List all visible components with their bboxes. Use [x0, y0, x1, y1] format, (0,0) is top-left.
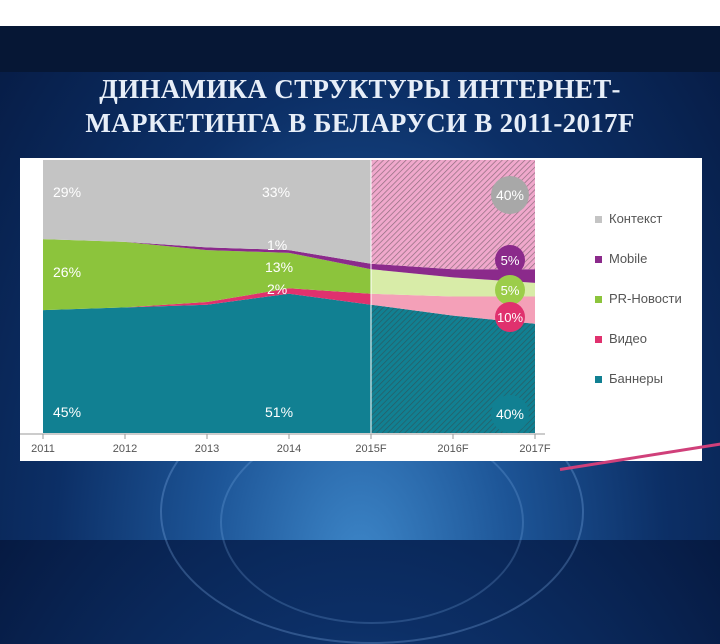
area-контекст: [43, 160, 371, 264]
legend-label-pr-новости: PR-Новости: [609, 291, 682, 306]
x-tick-label-2011: 2011: [31, 443, 55, 455]
data-label-mobile-2014: 1%: [267, 237, 287, 253]
legend-label-видео: Видео: [609, 331, 647, 346]
title-band: [0, 26, 720, 72]
area-баннеры: [43, 293, 371, 433]
data-label-mobile-2017f: 5%: [501, 253, 520, 268]
data-label-контекст-2014: 33%: [262, 184, 290, 200]
forecast-area-pr-новости: [371, 269, 535, 297]
data-label-баннеры-2011: 45%: [53, 404, 81, 420]
legend-label-mobile: Mobile: [609, 251, 647, 266]
slide-title: ДИНАМИКА СТРУКТУРЫ ИНТЕРНЕТ- МАРКЕТИНГА …: [0, 72, 720, 140]
bubble-видео: [495, 302, 525, 332]
legend-swatch-pr-новости: [595, 296, 602, 303]
legend-swatch-видео: [595, 336, 602, 343]
forecast-area-видео: [371, 293, 535, 324]
legend-swatch-mobile: [595, 256, 602, 263]
legend-label-баннеры: Баннеры: [609, 371, 663, 386]
legend-swatch-баннеры: [595, 376, 602, 383]
area-mobile: [43, 239, 371, 270]
data-label-pr-новости-2017f: 5%: [501, 283, 520, 298]
data-label-баннеры-2017f: 40%: [496, 406, 524, 422]
data-label-контекст-2017f: 40%: [496, 187, 524, 203]
top-band: [0, 0, 720, 26]
data-label-видео-2014: 2%: [267, 281, 287, 297]
bubble-баннеры: [491, 395, 529, 433]
slide-title-line2: МАРКЕТИНГА В БЕЛАРУСИ В 2011-2017F: [85, 108, 635, 138]
x-tick-label-2015f: 2015F: [355, 443, 386, 455]
x-tick-label-2017f: 2017F: [519, 443, 550, 455]
data-label-баннеры-2014: 51%: [265, 404, 293, 420]
x-axis-band: [20, 433, 545, 461]
bubble-контекст: [491, 176, 529, 214]
x-tick-label-2012: 2012: [113, 443, 137, 455]
legend-label-контекст: Контекст: [609, 211, 662, 226]
x-tick-label-2014: 2014: [277, 443, 301, 455]
legend-swatch-контекст: [595, 216, 602, 223]
forecast-area-mobile: [371, 263, 535, 283]
area-pr-новости: [43, 239, 371, 311]
bubble-mobile: [495, 245, 525, 275]
data-label-видео-2017f: 10%: [497, 310, 523, 325]
area-chart: 29% 26% 45% 33% 1% 13% 2% 51% 40% 5% 5% 10% 40% 2011…: [20, 160, 682, 461]
area-видео: [43, 288, 371, 311]
x-tick-label-2016f: 2016F: [437, 443, 468, 455]
x-tick-label-2013: 2013: [195, 443, 219, 455]
bubble-pr-новости: [495, 275, 525, 305]
slide-title-line1: ДИНАМИКА СТРУКТУРЫ ИНТЕРНЕТ-: [99, 74, 621, 104]
data-label-контекст-2011: 29%: [53, 184, 81, 200]
forecast-hatch-баннеры: [371, 304, 535, 433]
data-label-pr-новости-2011: 26%: [53, 264, 81, 280]
data-label-pr-новости-2014: 13%: [265, 259, 293, 275]
